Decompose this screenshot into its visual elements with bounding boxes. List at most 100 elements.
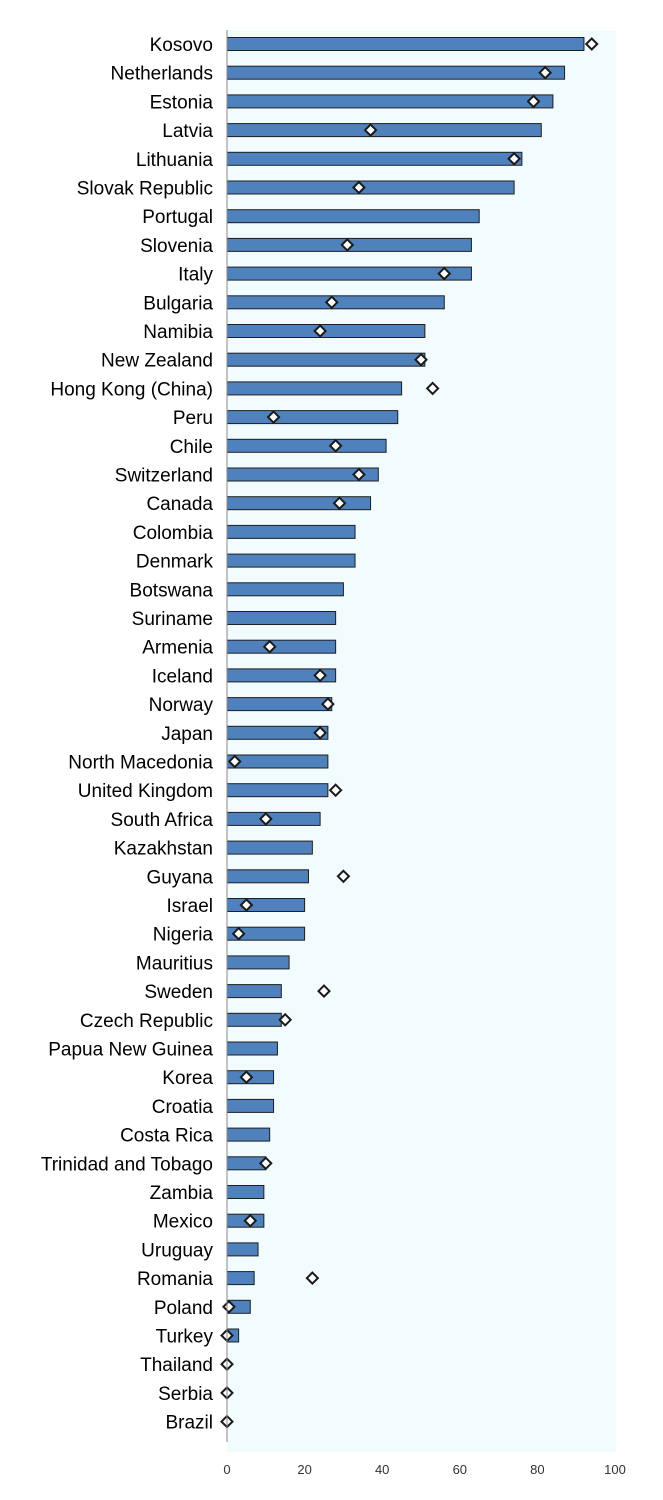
diamond-marker-mexico — [243, 1213, 258, 1228]
category-label-canada: Canada — [146, 494, 213, 515]
category-axis: Kosovo Netherlands Estonia Latvia Lithuania S… — [41, 35, 214, 1434]
bar-south-africa — [226, 811, 321, 826]
bar-guyana — [226, 869, 309, 884]
diamond-marker-south-africa — [258, 811, 273, 826]
category-label-romania: Romania — [137, 1269, 213, 1290]
category-label-costa-rica: Costa Rica — [120, 1126, 213, 1147]
diamond-marker-slovenia — [340, 237, 355, 252]
x-tick-label-60: 60 — [453, 1462, 467, 1477]
category-label-norway: Norway — [149, 695, 214, 716]
category-label-portugal: Portugal — [142, 207, 213, 228]
bar-zambia — [226, 1185, 265, 1199]
diamond-marker-romania — [305, 1271, 320, 1286]
category-label-trinidad-and-tobago: Trinidad and Tobago — [41, 1154, 213, 1175]
category-label-papua-new-guinea: Papua New Guinea — [48, 1040, 213, 1061]
diamond-marker-latvia — [363, 123, 378, 138]
bar-kosovo — [226, 37, 585, 51]
bar-romania — [226, 1271, 255, 1286]
bar-costa-rica — [226, 1127, 271, 1142]
diamond-marker-armenia — [262, 639, 277, 654]
diamond-marker-korea — [239, 1070, 254, 1085]
diamond-series — [220, 37, 599, 1429]
category-label-italy: Italy — [178, 265, 213, 286]
bar-denmark — [226, 553, 356, 568]
bar-botswana — [226, 582, 344, 597]
diamond-marker-canada — [332, 496, 347, 511]
bar-israel — [226, 898, 306, 912]
category-label-armenia: Armenia — [142, 638, 213, 659]
category-label-israel: Israel — [167, 896, 213, 917]
bar-latvia — [226, 123, 542, 138]
bar-peru — [226, 410, 399, 425]
diamond-marker-united-kingdom — [328, 783, 343, 798]
bar-armenia — [226, 639, 337, 654]
bar-papua-new-guinea — [226, 1041, 278, 1056]
bar-netherlands — [226, 65, 566, 80]
diamond-marker-bulgaria — [324, 295, 339, 310]
bar-north-macedonia — [226, 754, 329, 769]
diamond-marker-kosovo — [584, 37, 599, 51]
diamond-marker-czech-republic — [278, 1012, 293, 1027]
diamond-marker-nigeria — [231, 926, 246, 941]
diamond-marker-israel — [239, 898, 254, 912]
bar-czech-republic — [226, 1012, 282, 1027]
value-axis: 0 20 40 60 80 100 — [223, 1462, 625, 1477]
diamond-marker-namibia — [313, 324, 328, 338]
category-label-new-zealand: New Zealand — [101, 351, 213, 372]
diamond-marker-italy — [437, 266, 452, 281]
diamond-marker-iceland — [313, 668, 328, 683]
category-label-mauritius: Mauritius — [136, 953, 213, 974]
bar-colombia — [226, 524, 356, 539]
bar-chile — [226, 438, 387, 453]
diamond-marker-north-macedonia — [227, 754, 242, 769]
category-label-slovak-republic: Slovak Republic — [77, 179, 213, 200]
category-label-united-kingdom: United Kingdom — [78, 781, 213, 802]
category-label-iceland: Iceland — [152, 666, 213, 687]
bar-estonia — [226, 94, 554, 109]
bar-united-kingdom — [226, 783, 329, 798]
category-label-botswana: Botswana — [130, 580, 214, 601]
bar-new-zealand — [226, 352, 426, 367]
category-label-lithuania: Lithuania — [136, 150, 214, 171]
category-label-japan: Japan — [161, 724, 213, 745]
bar-suriname — [226, 611, 337, 625]
category-label-mexico: Mexico — [153, 1212, 213, 1233]
category-label-poland: Poland — [154, 1298, 213, 1319]
bar-croatia — [226, 1098, 275, 1113]
diamond-marker-lithuania — [507, 151, 522, 166]
bar-portugal — [226, 209, 480, 224]
diamond-marker-guyana — [336, 869, 351, 884]
diamond-marker-trinidad-and-tobago — [258, 1156, 273, 1171]
bar-uruguay — [226, 1242, 259, 1257]
category-label-brazil: Brazil — [165, 1413, 213, 1434]
x-tick-label-80: 80 — [530, 1462, 544, 1477]
category-label-hong-kong-china: Hong Kong (China) — [50, 379, 213, 400]
category-label-turkey: Turkey — [156, 1327, 214, 1348]
category-label-south-africa: South Africa — [111, 810, 214, 831]
category-label-peru: Peru — [173, 408, 213, 429]
category-label-slovenia: Slovenia — [140, 236, 213, 257]
category-label-zambia: Zambia — [150, 1183, 214, 1204]
bar-kazakhstan — [226, 840, 313, 855]
diamond-marker-hong-kong-china — [425, 381, 440, 396]
category-label-namibia: Namibia — [143, 322, 213, 343]
bar-mauritius — [226, 955, 290, 970]
category-label-korea: Korea — [162, 1068, 213, 1089]
category-label-sweden: Sweden — [144, 982, 213, 1003]
bar-norway — [226, 697, 333, 712]
category-label-chile: Chile — [170, 437, 213, 458]
category-label-czech-republic: Czech Republic — [80, 1011, 213, 1032]
diamond-marker-japan — [313, 725, 328, 740]
diamond-marker-estonia — [526, 94, 541, 109]
bar-sweden — [226, 984, 282, 999]
category-label-colombia: Colombia — [133, 523, 214, 544]
category-label-bulgaria: Bulgaria — [143, 293, 213, 314]
bar-slovak-republic — [226, 180, 515, 195]
diamond-marker-sweden — [317, 984, 331, 999]
diamond-marker-netherlands — [538, 65, 553, 80]
category-label-estonia: Estonia — [150, 92, 214, 113]
bar-hong-kong-china — [226, 381, 403, 396]
bar-lithuania — [226, 151, 523, 166]
category-label-netherlands: Netherlands — [111, 64, 213, 85]
